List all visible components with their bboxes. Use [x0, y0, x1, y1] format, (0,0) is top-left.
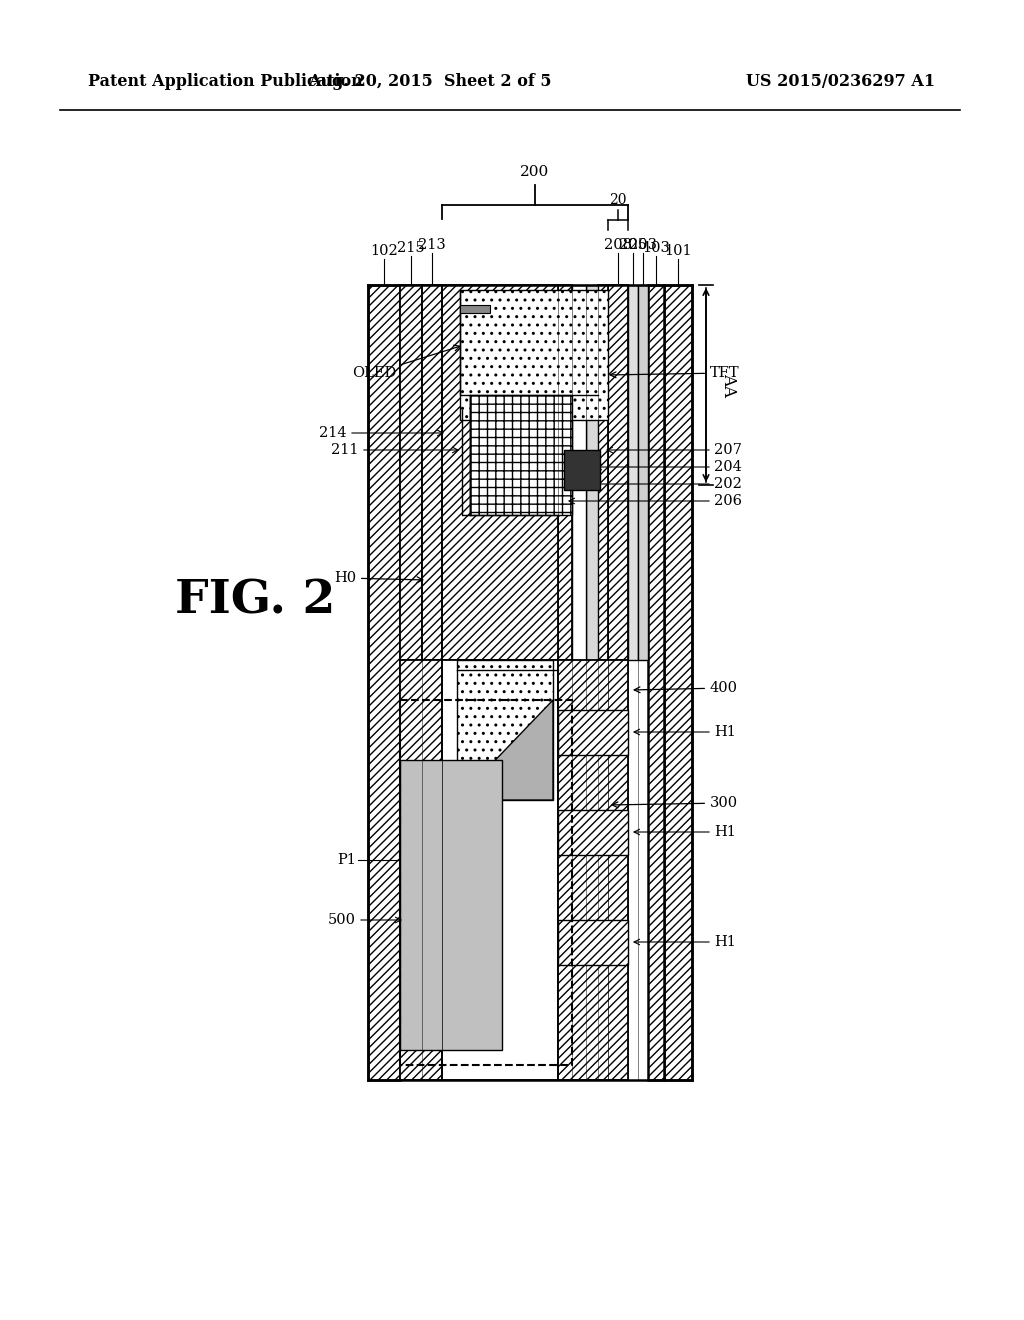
Bar — [400, 760, 502, 1049]
Bar — [648, 285, 664, 1080]
Bar — [608, 285, 628, 660]
Text: FIG. 2: FIG. 2 — [175, 577, 336, 623]
Text: H1: H1 — [714, 935, 736, 949]
Text: 215: 215 — [397, 242, 425, 255]
Bar — [572, 285, 586, 660]
Text: OLED: OLED — [352, 346, 460, 380]
Bar — [400, 660, 442, 1080]
Bar — [422, 285, 442, 660]
Text: 200: 200 — [520, 165, 550, 180]
Bar — [628, 285, 638, 660]
Bar — [558, 920, 628, 965]
Bar — [586, 285, 598, 660]
Bar — [564, 450, 600, 490]
Bar — [460, 305, 490, 313]
Bar — [558, 810, 628, 855]
Text: 300: 300 — [612, 796, 738, 810]
Text: 207: 207 — [714, 444, 741, 457]
Text: 400: 400 — [634, 681, 738, 696]
Bar — [558, 710, 628, 755]
Bar — [442, 660, 558, 1080]
Text: 214: 214 — [319, 426, 347, 440]
Bar — [664, 285, 692, 1080]
Text: US 2015/0236297 A1: US 2015/0236297 A1 — [745, 74, 935, 91]
Text: 213: 213 — [418, 238, 445, 252]
Text: 208: 208 — [604, 238, 632, 252]
Text: 103: 103 — [642, 242, 670, 255]
Text: P1: P1 — [337, 853, 356, 867]
Text: 500: 500 — [328, 913, 356, 927]
Text: 204: 204 — [714, 459, 741, 474]
Text: 20: 20 — [609, 193, 627, 207]
Text: 203: 203 — [629, 238, 657, 252]
Bar — [400, 700, 572, 1065]
Bar — [400, 285, 422, 660]
Text: 102: 102 — [370, 244, 398, 257]
Bar — [368, 285, 400, 1080]
Text: 211: 211 — [332, 444, 359, 457]
Bar — [442, 285, 558, 660]
Text: TFT: TFT — [610, 366, 739, 380]
Text: Patent Application Publication: Patent Application Publication — [88, 74, 362, 91]
Text: H1: H1 — [714, 725, 736, 739]
Text: 202: 202 — [714, 477, 741, 491]
Text: H1: H1 — [714, 825, 736, 840]
Text: Aug. 20, 2015  Sheet 2 of 5: Aug. 20, 2015 Sheet 2 of 5 — [308, 74, 552, 91]
Bar — [558, 660, 628, 1080]
Text: 205: 205 — [620, 238, 647, 252]
Bar — [457, 660, 553, 800]
Bar — [558, 285, 572, 660]
Polygon shape — [457, 700, 553, 800]
Bar — [470, 395, 572, 515]
Bar — [460, 290, 608, 420]
Bar — [638, 285, 648, 660]
Bar — [598, 285, 608, 660]
Text: H0: H0 — [334, 572, 423, 585]
Text: 101: 101 — [665, 244, 692, 257]
Text: AA: AA — [720, 374, 737, 397]
Text: 206: 206 — [714, 494, 742, 508]
